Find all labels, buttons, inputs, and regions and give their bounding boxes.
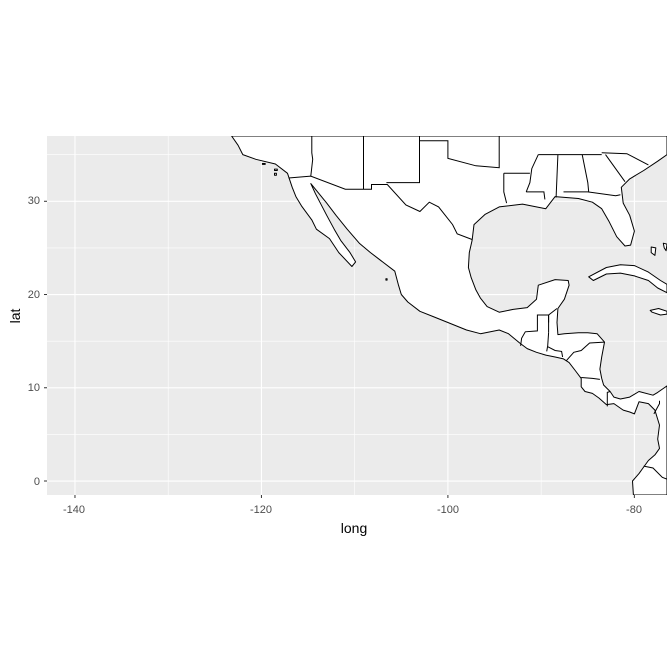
border-nicaragua-costarica (581, 377, 600, 380)
border-us-state-la-ms (526, 191, 546, 200)
border-us-state-nc-sc (601, 152, 649, 166)
border-us-state-al-ga (581, 154, 590, 192)
border-guatemala-honduras (546, 332, 550, 352)
border-layer (288, 136, 667, 480)
border-us-mexico (288, 175, 473, 240)
x-tick-label-minus100: -100 (437, 504, 459, 516)
border-us-state-nm-tx (386, 136, 420, 184)
y-tick-label-30: 30 (28, 195, 40, 207)
border-costarica-panama (606, 391, 611, 407)
border-us-state-ok (419, 136, 500, 169)
y-tick-label-20: 20 (28, 289, 40, 301)
land-channel-island-2 (274, 168, 278, 171)
y-axis-ticks (44, 200, 47, 482)
x-tick-label-minus80: -80 (626, 504, 642, 516)
border-honduras-nicaragua (565, 341, 605, 362)
x-axis-ticks (74, 495, 635, 498)
x-axis-title: long (341, 520, 367, 536)
border-us-state-ms-al (555, 154, 559, 198)
border-us-state-fl-north (563, 191, 621, 197)
land-bahamas-andros (650, 246, 657, 256)
border-us-state-ms-river (525, 154, 539, 193)
border-us-state-tx-la (503, 173, 508, 204)
land-layer (231, 136, 667, 495)
land-bahamas-eleuthera (662, 242, 667, 252)
land-cuba (588, 264, 667, 294)
x-tick-label-minus140: -140 (63, 504, 85, 516)
land-jamaica (649, 308, 667, 316)
land-channel-island-3 (274, 172, 277, 176)
border-honduras-elsalvador (547, 346, 564, 358)
border-us-state-ca-az (310, 136, 314, 177)
land-channel-island-1 (261, 163, 266, 165)
border-panama-colombia (653, 400, 660, 415)
land-islas-marias (385, 278, 388, 281)
land-north-america (231, 136, 667, 495)
border-us-state-ga-sc (605, 154, 626, 182)
y-axis-title: lat (7, 309, 23, 324)
border-belize (548, 308, 558, 333)
y-tick-label-0: 0 (34, 476, 40, 488)
y-tick-label-10: 10 (28, 382, 40, 394)
x-tick-label-minus120: -120 (250, 504, 272, 516)
border-colombia-ecuador (643, 465, 667, 480)
